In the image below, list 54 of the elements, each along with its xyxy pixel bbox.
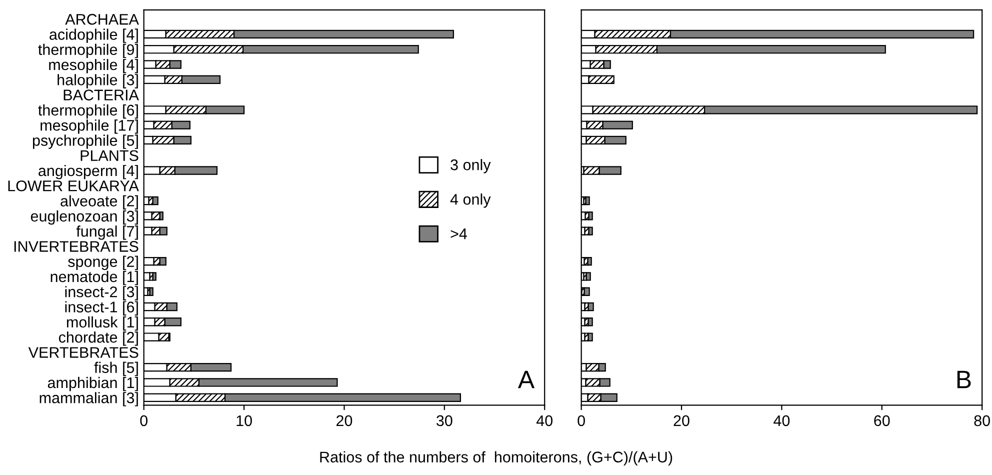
bar — [587, 256, 592, 266]
x-tick-label: 80 — [974, 415, 990, 426]
legend-label: 3 only — [450, 159, 491, 174]
x-tick-label: 20 — [674, 415, 690, 426]
y-tick-label: fish [5] — [94, 362, 138, 376]
bar — [588, 318, 593, 326]
y-tick-label: insect-1 [6] — [65, 301, 138, 316]
legend-label: >4 — [450, 228, 467, 240]
y-tick-label: BACTERIA — [64, 90, 139, 100]
bar — [585, 196, 590, 206]
y-tick-label: mammalian [3] — [40, 392, 138, 406]
y-tick-label: sponge [2] — [68, 256, 138, 270]
legend-label: 4 only — [450, 194, 491, 208]
bar — [584, 287, 590, 296]
bar — [588, 212, 593, 220]
bar — [152, 196, 158, 206]
y-tick-label: PLANTS — [80, 150, 138, 162]
bar — [586, 272, 591, 281]
y-tick-label: mollusk [1] — [66, 316, 138, 331]
x-tick-label: 40 — [536, 415, 553, 426]
bar — [152, 272, 156, 281]
y-tick-label: VERTEBRATES — [28, 347, 138, 358]
x-tick-label: 30 — [436, 415, 452, 426]
y-tick-label: thermophile [9] — [38, 44, 138, 58]
y-tick-label: LOWER EUKARYA — [8, 180, 139, 192]
y-tick-label: alveoate [2] — [60, 195, 138, 210]
y-tick-label: mesophile [4] — [49, 58, 138, 74]
bar — [149, 287, 154, 296]
y-tick-label: thermophile [6] — [38, 104, 138, 119]
bar — [588, 226, 593, 236]
x-tick-label: 10 — [236, 415, 252, 426]
y-tick-label: psychrophile [5] — [32, 134, 138, 149]
annotation: A — [518, 370, 535, 388]
y-tick-label: ARCHAEA — [65, 14, 139, 25]
x-axis-title: Ratios of the numbers of homoiterons, (G+C)/(A+U) — [320, 451, 672, 466]
x-tick-label: 20 — [336, 415, 352, 426]
annotation: B — [957, 370, 971, 388]
y-tick-label: chordate [2] — [58, 332, 138, 346]
bar — [588, 332, 593, 342]
bar — [588, 302, 594, 312]
y-tick-label: mesophile [17] — [40, 120, 138, 134]
x-tick-label: 0 — [140, 415, 148, 426]
x-tick-label: 40 — [774, 415, 790, 426]
y-tick-label: acidophile [4] — [50, 28, 138, 43]
y-tick-label: fungal [7] — [76, 226, 138, 240]
x-tick-label: 0 — [578, 415, 585, 426]
y-tick-label: angiosperm [4] — [38, 164, 138, 180]
y-tick-label: nematode [1] — [50, 270, 138, 286]
y-tick-label: halophile [3] — [58, 74, 138, 88]
y-tick-label: amphibian [1] — [48, 376, 138, 392]
x-tick-label: 60 — [874, 415, 890, 426]
y-tick-label: euglenozoan [3] — [30, 210, 138, 225]
y-tick-label: insect-2 [3] — [65, 286, 138, 300]
y-tick-label: INVERTEBRATES — [14, 241, 138, 252]
